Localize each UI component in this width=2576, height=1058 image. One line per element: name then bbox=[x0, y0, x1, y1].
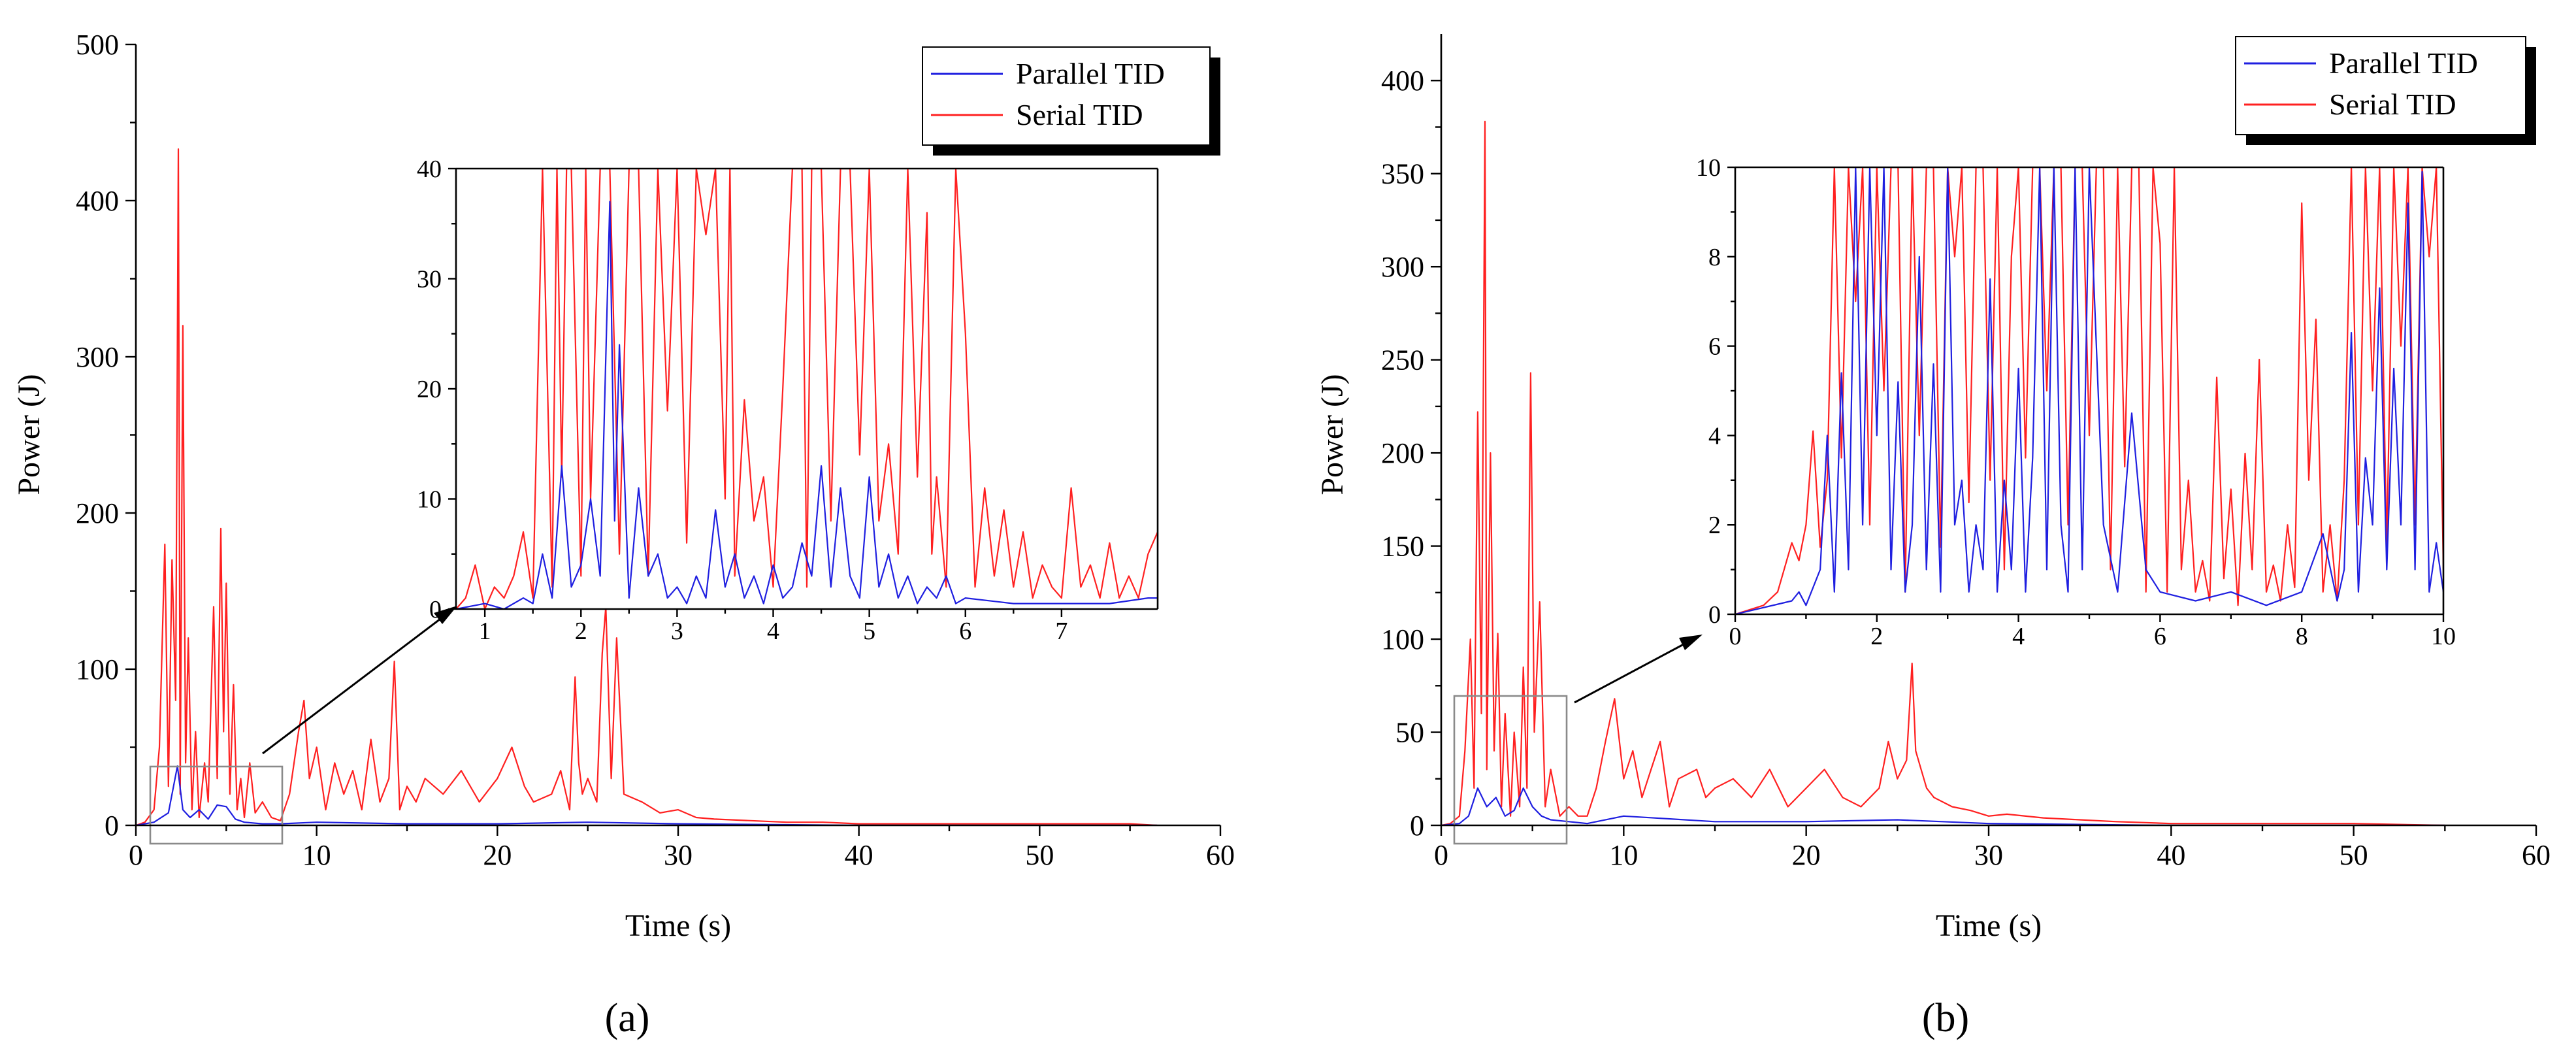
legend-a: Parallel TID Serial TID bbox=[922, 46, 1220, 156]
inset-x-tick-label-b: 0 bbox=[1729, 623, 1742, 650]
inset-x-tick-label-a: 2 bbox=[575, 618, 587, 645]
main-x-tick-label-b: 30 bbox=[1974, 839, 2003, 871]
inset-y-tick-label-b: 6 bbox=[1708, 333, 1721, 361]
main-parallel-tid-line-a bbox=[136, 765, 1158, 825]
zoom-arrow-head-b bbox=[1679, 635, 1703, 650]
inset-background-b bbox=[1735, 167, 2443, 614]
main-y-tick-label-a: 500 bbox=[76, 29, 119, 61]
inset-y-tick-label-a: 30 bbox=[417, 266, 442, 293]
main-serial-tid-line-a bbox=[136, 148, 1158, 825]
main-x-tick-label-a: 0 bbox=[129, 839, 143, 871]
main-serial-tid-line-b bbox=[1441, 120, 2445, 825]
inset-x-tick-label-a: 1 bbox=[479, 618, 491, 645]
inset-y-tick-label-b: 2 bbox=[1708, 512, 1721, 539]
inset-y-tick-label-b: 10 bbox=[1696, 154, 1721, 182]
main-x-tick-label-a: 10 bbox=[302, 839, 331, 871]
main-y-tick-label-a: 100 bbox=[76, 653, 119, 686]
main-parallel-tid-line-b bbox=[1441, 787, 2445, 825]
inset-y-tick-label-b: 4 bbox=[1708, 422, 1721, 450]
main-x-tick-label-a: 50 bbox=[1025, 839, 1054, 871]
inset-y-tick-label-a: 0 bbox=[429, 596, 442, 623]
inset-x-tick-label-a: 6 bbox=[959, 618, 971, 645]
inset-series-b bbox=[1735, 167, 2443, 614]
main-series-b bbox=[1441, 120, 2445, 825]
main-x-tick-label-a: 40 bbox=[845, 839, 873, 871]
inset-x-tick-label-b: 2 bbox=[1870, 623, 1883, 650]
main-y-tick-label-b: 300 bbox=[1381, 251, 1424, 283]
main-series-a bbox=[136, 148, 1158, 825]
legend-label-serial-a: Serial TID bbox=[1016, 98, 1143, 131]
x-axis-title-b: Time (s) bbox=[1936, 908, 2042, 943]
main-x-tick-label-a: 20 bbox=[483, 839, 512, 871]
main-y-tick-label-a: 0 bbox=[105, 810, 119, 842]
main-y-tick-label-b: 100 bbox=[1381, 623, 1424, 655]
panel-label-b: (b) bbox=[1922, 996, 1969, 1040]
y-axis-title-a: Power (J) bbox=[12, 374, 46, 495]
zoom-arrow-b bbox=[1574, 638, 1694, 704]
inset-y-tick-label-b: 8 bbox=[1708, 244, 1721, 271]
main-y-tick-label-b: 350 bbox=[1381, 158, 1424, 190]
main-y-tick-label-b: 0 bbox=[1410, 810, 1424, 842]
main-y-tick-label-b: 400 bbox=[1381, 65, 1424, 97]
inset-y-tick-label-a: 10 bbox=[417, 486, 442, 514]
inset-x-tick-label-b: 10 bbox=[2431, 623, 2456, 650]
inset-axes-a: 1 2 3 4 5 6 7 0 10 20 30 40 bbox=[417, 156, 1159, 645]
main-y-tick-label-a: 300 bbox=[76, 341, 119, 373]
inset-y-tick-label-a: 40 bbox=[417, 156, 442, 183]
main-y-tick-label-b: 50 bbox=[1395, 717, 1424, 749]
main-x-tick-label-b: 20 bbox=[1792, 839, 1821, 871]
main-x-tick-label-a: 60 bbox=[1206, 839, 1235, 871]
panel-a: 0 10 20 30 40 50 60 0 100 200 300 400 500 1 2 3 4 5 6 7 0 10… bbox=[12, 29, 1235, 1040]
y-axis-title-b: Power (J) bbox=[1315, 374, 1350, 495]
inset-x-tick-label-b: 6 bbox=[2154, 623, 2166, 650]
legend-label-serial-b: Serial TID bbox=[2329, 88, 2456, 121]
inset-parallel-tid-line-b bbox=[1735, 167, 2443, 614]
legend-label-parallel-a: Parallel TID bbox=[1016, 57, 1165, 90]
inset-x-tick-label-a: 7 bbox=[1055, 618, 1068, 645]
inset-y-tick-label-b: 0 bbox=[1708, 601, 1721, 629]
main-x-tick-label-b: 40 bbox=[2157, 839, 2185, 871]
inset-series-a bbox=[456, 169, 1158, 609]
inset-parallel-tid-line-a bbox=[456, 201, 1158, 609]
legend-label-parallel-b: Parallel TID bbox=[2329, 46, 2478, 80]
main-x-tick-label-b: 0 bbox=[1434, 839, 1448, 871]
main-x-tick-label-b: 50 bbox=[2340, 839, 2368, 871]
main-x-tick-label-b: 10 bbox=[1609, 839, 1638, 871]
inset-x-tick-label-b: 8 bbox=[2296, 623, 2308, 650]
legend-b: Parallel TID Serial TID bbox=[2235, 36, 2536, 145]
zoom-arrow-head-a bbox=[434, 606, 457, 624]
inset-axes-b: 0 2 4 6 8 10 0 2 4 6 8 10 bbox=[1696, 154, 2456, 650]
main-x-tick-label-b: 60 bbox=[2522, 839, 2551, 871]
main-y-tick-label-b: 250 bbox=[1381, 344, 1424, 376]
inset-x-tick-label-a: 3 bbox=[671, 618, 683, 645]
inset-y-tick-label-a: 20 bbox=[417, 376, 442, 403]
zoom-box-b bbox=[1453, 695, 1568, 845]
main-y-tick-label-a: 400 bbox=[76, 185, 119, 217]
inset-serial-tid-line-a bbox=[456, 169, 1158, 609]
inset-serial-tid-line-b bbox=[1735, 167, 2443, 614]
panel-label-a: (a) bbox=[605, 996, 650, 1040]
main-x-tick-label-a: 30 bbox=[664, 839, 693, 871]
inset-x-tick-label-b: 4 bbox=[2012, 623, 2025, 650]
main-y-tick-label-a: 200 bbox=[76, 497, 119, 529]
inset-x-tick-label-a: 4 bbox=[767, 618, 779, 645]
inset-x-tick-label-a: 5 bbox=[863, 618, 875, 645]
main-y-tick-label-b: 200 bbox=[1381, 437, 1424, 469]
zoom-arrow-a bbox=[262, 610, 451, 755]
main-y-tick-label-b: 150 bbox=[1381, 531, 1424, 563]
zoom-box-a bbox=[149, 765, 284, 845]
x-axis-title-a: Time (s) bbox=[625, 908, 731, 943]
